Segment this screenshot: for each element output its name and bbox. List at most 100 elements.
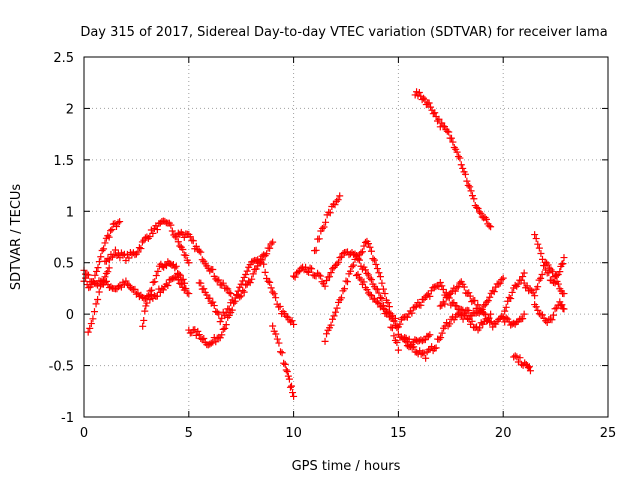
data-point: [508, 288, 516, 296]
x-tick-label: 20: [495, 426, 512, 441]
x-tick-labels: 0 5 10 15 20 25: [80, 426, 616, 441]
data-point: [482, 215, 490, 223]
data-point: [354, 254, 362, 262]
data-point: [209, 298, 217, 306]
data-point: [548, 316, 556, 324]
data-point: [227, 290, 235, 298]
series-trace-i: [269, 322, 298, 400]
data-point: [538, 270, 546, 278]
data-point: [333, 197, 341, 205]
data-point: [346, 267, 354, 275]
data-point: [366, 291, 374, 299]
data-point: [550, 311, 558, 319]
data-point: [280, 359, 288, 367]
data-point: [426, 292, 434, 300]
data-point: [486, 318, 494, 326]
data-point: [309, 271, 317, 279]
data-point: [139, 322, 147, 330]
data-point: [218, 331, 226, 339]
data-point: [343, 278, 351, 286]
data-point: [501, 307, 509, 315]
data-point: [468, 192, 476, 200]
y-axis-label: SDTVAR / TECUs: [9, 184, 24, 291]
data-point: [484, 297, 492, 305]
data-point: [531, 231, 539, 239]
data-point: [179, 246, 187, 254]
data-point: [246, 279, 254, 287]
data-point: [431, 109, 439, 117]
series-trace-h: [195, 238, 277, 326]
data-point: [363, 269, 371, 277]
series-trace-j: [290, 248, 402, 354]
data-point: [200, 285, 208, 293]
data-point: [429, 284, 437, 292]
data-point: [272, 330, 280, 338]
data-point: [560, 254, 568, 262]
data-point: [550, 273, 558, 281]
data-point: [242, 281, 250, 289]
data-point: [181, 279, 189, 287]
data-point: [470, 195, 478, 203]
data-point: [185, 259, 193, 267]
data-point: [394, 346, 402, 354]
data-point: [249, 270, 257, 278]
data-point: [391, 314, 399, 322]
data-point: [499, 274, 507, 282]
data-point: [375, 269, 383, 277]
data-point: [116, 282, 124, 290]
data-point: [272, 294, 280, 302]
data-point: [457, 305, 465, 313]
data-point: [224, 285, 232, 293]
data-point: [420, 94, 428, 102]
data-point: [153, 226, 161, 234]
data-point: [439, 286, 447, 294]
data-point: [152, 272, 160, 280]
data-point: [257, 255, 265, 263]
data-point: [534, 240, 542, 248]
data-point: [360, 278, 368, 286]
series-trace-q: [499, 310, 528, 329]
data-point: [206, 267, 214, 275]
data-point: [366, 243, 374, 251]
data-point: [329, 315, 337, 323]
data-points: [80, 88, 568, 400]
data-point: [544, 261, 552, 269]
data-point: [203, 291, 211, 299]
data-point: [480, 309, 488, 317]
data-point: [445, 290, 453, 298]
data-point: [107, 283, 115, 291]
data-point: [526, 367, 534, 375]
data-point: [496, 279, 504, 287]
data-point: [457, 161, 465, 169]
data-point: [230, 299, 238, 307]
data-point: [393, 322, 401, 330]
data-point: [281, 360, 289, 368]
data-point: [475, 305, 483, 313]
data-point: [89, 315, 97, 323]
series-trace-s: [531, 231, 568, 287]
data-point: [167, 275, 175, 283]
data-point: [92, 280, 100, 288]
data-point: [558, 301, 566, 309]
data-point: [221, 312, 229, 320]
series-trace-o: [411, 88, 495, 231]
data-point: [354, 270, 362, 278]
data-point: [111, 220, 119, 228]
data-point: [159, 286, 167, 294]
data-point: [134, 248, 142, 256]
data-point: [341, 285, 349, 293]
data-point: [114, 219, 122, 227]
plot-frame: [83, 56, 609, 418]
data-point: [553, 304, 561, 312]
data-point: [396, 320, 404, 328]
data-point: [487, 223, 495, 231]
data-point: [436, 302, 444, 310]
data-point: [441, 300, 449, 308]
x-tick-label: 10: [285, 426, 302, 441]
data-point: [94, 296, 102, 304]
y-tick-label: 0.5: [53, 257, 74, 272]
data-point: [519, 315, 527, 323]
data-point: [290, 392, 298, 400]
data-point: [112, 222, 120, 230]
data-point: [334, 196, 342, 204]
